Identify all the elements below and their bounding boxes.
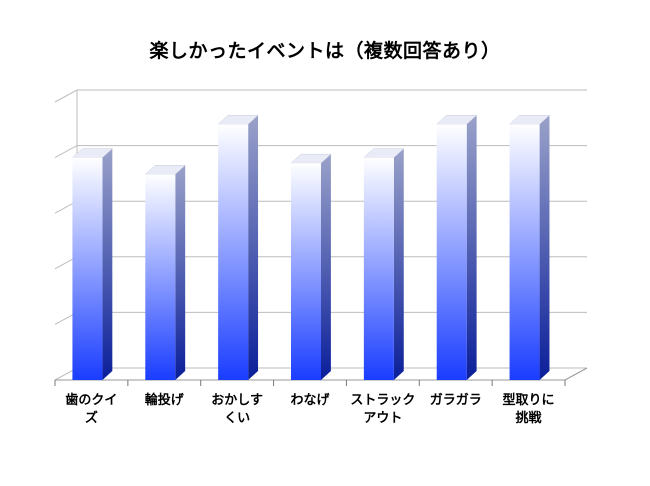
bar-side bbox=[539, 115, 550, 381]
gridline bbox=[54, 89, 587, 103]
bar-side bbox=[466, 115, 477, 381]
bar-front bbox=[509, 124, 540, 381]
bar bbox=[217, 114, 259, 381]
bar-side bbox=[248, 115, 259, 381]
bar-side bbox=[321, 154, 331, 380]
x-tick-label: おかしす くい bbox=[211, 393, 264, 426]
bar bbox=[363, 148, 405, 380]
chart-title: 楽しかったイベントは（複数回答あり） bbox=[149, 40, 501, 62]
bars bbox=[71, 114, 551, 381]
bar-front bbox=[291, 163, 321, 380]
bar-front bbox=[72, 157, 103, 380]
bar-side bbox=[175, 165, 186, 380]
floor-edge bbox=[564, 367, 588, 381]
bar-front bbox=[218, 124, 249, 381]
bar-front bbox=[363, 157, 394, 380]
x-tick-label: わなげ bbox=[290, 393, 330, 408]
x-tick-label: 歯のクイ ズ bbox=[65, 393, 118, 426]
bar-front bbox=[436, 124, 467, 381]
bar-side bbox=[102, 148, 113, 380]
x-tick-label: 輪投げ bbox=[144, 393, 184, 408]
x-tick-label: ストラック アウト bbox=[350, 393, 416, 426]
bar bbox=[508, 114, 551, 381]
bar bbox=[144, 165, 186, 380]
bar bbox=[436, 114, 478, 381]
bar-side bbox=[393, 148, 404, 380]
bar-front bbox=[145, 174, 176, 380]
x-tick-label: 型取りに 挑戦 bbox=[502, 393, 555, 426]
bar bbox=[290, 153, 332, 380]
x-tick-label: ガラガラ bbox=[429, 393, 482, 408]
bar bbox=[71, 148, 113, 380]
